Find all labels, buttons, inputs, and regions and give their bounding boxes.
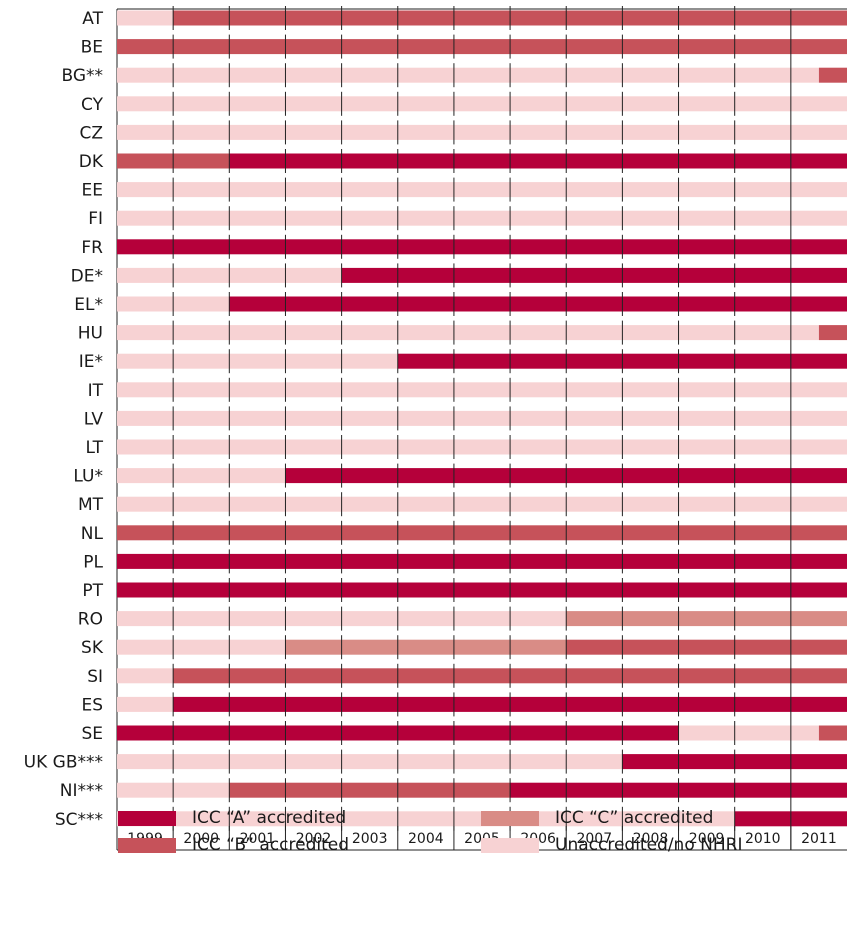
row-label: BG** [61,66,103,86]
x-tick-label: 2008 [633,831,669,847]
row-label: SI [87,667,103,687]
x-tick-label: 2002 [296,831,332,847]
bar-lt-seg-0 [117,439,847,455]
bar-ie-seg-0 [117,353,398,369]
legend-swatch-a [118,810,176,826]
row-label: DK [79,152,104,172]
bar-sk-seg-1 [285,639,567,655]
x-tick-label: 2000 [183,831,219,847]
bar-sk-seg-0 [117,639,286,655]
row-label: MT [78,495,104,515]
row-label: SE [81,724,103,744]
bar-ni-seg-1 [229,782,511,798]
bar-bg-seg-0 [117,67,819,83]
row-label: LV [84,409,104,429]
row-label: EL* [74,295,103,315]
x-tick-label: 2009 [689,831,725,847]
row-label: RO [78,610,103,630]
row-label: ES [81,695,103,715]
bar-sk-seg-2 [566,639,847,655]
row-label: SK [81,638,104,658]
bar-ukgb-seg-0 [117,754,623,770]
bar-se-seg-2 [818,725,847,741]
legend-item-b: ICC “B” accredited [118,835,349,855]
row-label: LU* [73,467,103,487]
row-label: IT [88,381,104,401]
legend-label-c: ICC “C” accredited [555,808,714,828]
accreditation-timeline-chart: AT BE BG** CY CZ DK EE FI FR DE* EL* HU IE* IT LV LT LU*… [24,6,847,851]
row-label: FR [81,238,103,258]
row-label: FI [88,209,103,229]
bar-lv-seg-0 [117,410,847,426]
row-label: HU [78,324,103,344]
bar-ro-seg-1 [566,611,847,627]
bar-el-seg-1 [229,296,847,312]
row-label: IE* [79,352,103,372]
x-tick-label: 2004 [408,831,444,847]
bar-be-seg-0 [117,39,847,55]
legend-swatch-u [481,837,539,853]
row-label: SC*** [55,810,103,830]
row-label: CY [81,95,104,115]
bar-dk-seg-1 [229,153,847,169]
row-label: EE [82,181,103,201]
row-label: DE* [71,266,103,286]
bar-lu-seg-0 [117,468,286,484]
bar-se-seg-1 [678,725,819,741]
bar-fi-seg-0 [117,210,847,226]
legend-item-a: ICC “A” accredited [118,808,346,828]
bar-at-seg-0 [117,10,174,26]
bar-pt-seg-0 [117,582,847,598]
bar-nl-seg-0 [117,525,847,541]
row-label: NI*** [60,781,103,801]
bar-de-seg-1 [341,267,847,283]
legend-swatch-c [481,810,539,826]
legend-label-a: ICC “A” accredited [192,808,347,828]
bar-bg-seg-1 [818,67,847,83]
bar-it-seg-0 [117,382,847,398]
x-tick-label: 2011 [801,831,837,847]
legend-label-u: Unaccredited/no NHRI [555,835,743,855]
bar-cz-seg-0 [117,124,847,140]
row-label: AT [82,9,103,29]
bar-hu-seg-1 [818,325,847,341]
bar-fr-seg-0 [117,239,847,255]
x-tick-label: 2001 [240,831,276,847]
bar-si-seg-0 [117,668,174,684]
legend-label-b: ICC “B” accredited [192,835,350,855]
bar-cy-seg-0 [117,96,847,112]
x-tick-label: 2003 [352,831,388,847]
row-label: LT [85,438,103,458]
x-tick-label: 2010 [745,831,781,847]
bar-hu-seg-0 [117,325,819,341]
legend-item-u: Unaccredited/no NHRI [481,835,742,855]
chart-legend: ICC “A” accredited ICC “C” accredited IC… [118,808,818,938]
x-tick-label: 2007 [576,831,612,847]
row-label: PL [83,552,103,572]
row-label: UK GB*** [24,753,103,773]
bar-ee-seg-0 [117,182,847,198]
legend-item-c: ICC “C” accredited [481,808,713,828]
bar-es-seg-0 [117,696,174,712]
bar-sc-seg-0 [117,811,735,827]
row-label: CZ [79,123,103,143]
bar-mt-seg-0 [117,496,847,512]
bar-pl-seg-0 [117,553,847,569]
legend-swatch-b [118,837,176,853]
row-label: PT [82,581,103,601]
row-label: NL [81,524,104,544]
row-label: BE [81,38,103,58]
